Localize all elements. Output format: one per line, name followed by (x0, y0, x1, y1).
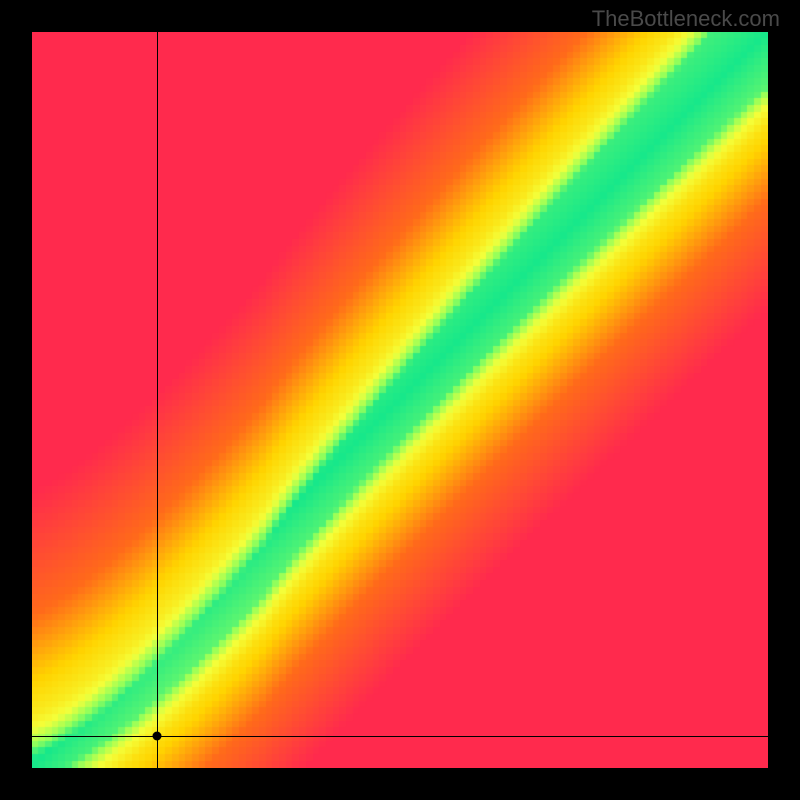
watermark-text: TheBottleneck.com (592, 6, 780, 32)
crosshair-horizontal-line (32, 736, 768, 737)
crosshair-point (153, 731, 162, 740)
heatmap-canvas (32, 32, 768, 768)
crosshair-vertical-line (157, 32, 158, 768)
chart-container: TheBottleneck.com (0, 0, 800, 800)
heatmap-plot (32, 32, 768, 768)
